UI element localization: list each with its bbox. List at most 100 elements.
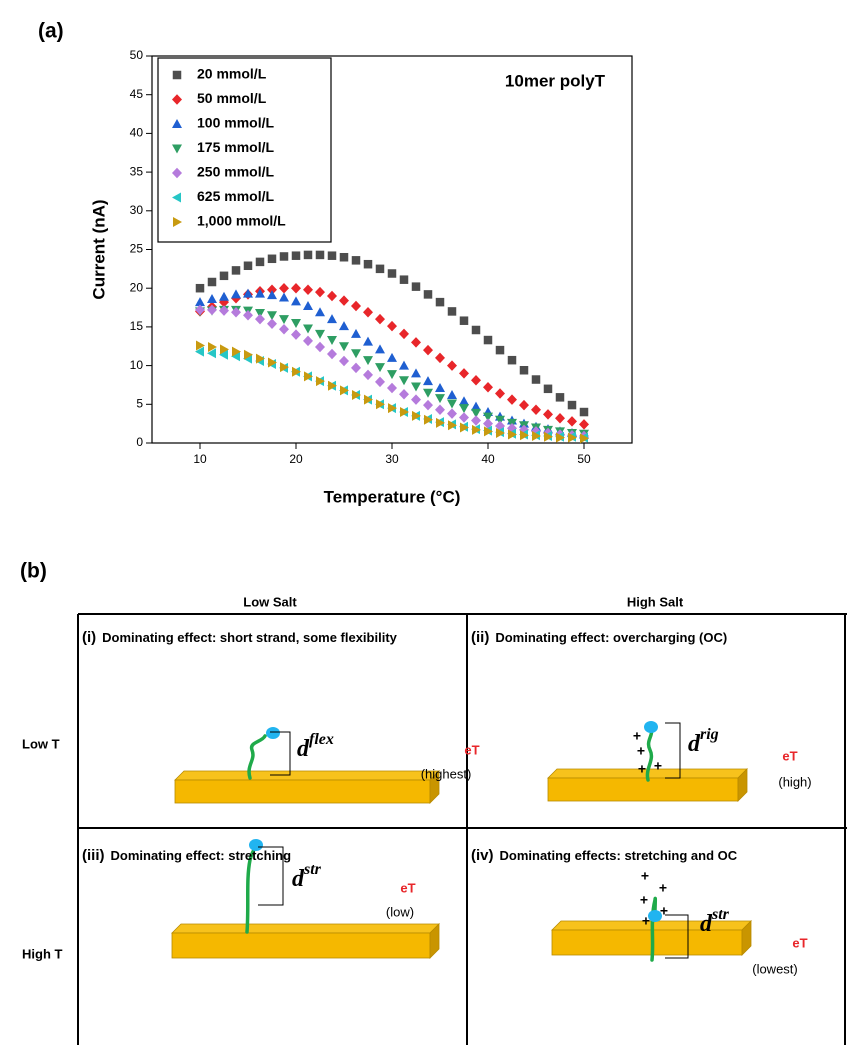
- y-tick-label: 25: [130, 242, 144, 256]
- marker: [363, 356, 373, 366]
- marker: [495, 415, 505, 425]
- legend-label: 100 mmol/L: [197, 115, 274, 131]
- marker: [267, 284, 277, 295]
- cell-text: Dominating effect: stretching: [110, 848, 292, 863]
- marker: [423, 290, 433, 299]
- marker: [195, 304, 205, 316]
- marker: [531, 375, 541, 384]
- marker: [460, 422, 469, 433]
- x-tick-label: 20: [289, 452, 303, 466]
- marker: [483, 382, 493, 393]
- distance-symbol: d: [297, 736, 310, 762]
- y-tick-label: 40: [130, 126, 144, 140]
- distance-label: dstr: [700, 906, 730, 937]
- x-tick-label: 40: [481, 452, 495, 466]
- marker: [351, 328, 361, 338]
- marker: [207, 348, 216, 359]
- marker: [315, 341, 325, 353]
- redox-label: [249, 839, 263, 851]
- marker: [435, 404, 445, 415]
- charge: +: [638, 761, 646, 777]
- y-tick-label: 0: [136, 435, 143, 449]
- marker: [195, 346, 204, 357]
- marker: [447, 399, 457, 409]
- marker: [411, 382, 421, 392]
- marker: [220, 344, 229, 355]
- marker: [519, 399, 529, 411]
- marker: [255, 257, 265, 267]
- marker: [399, 275, 409, 284]
- dna-strand: [645, 726, 654, 782]
- gold-slab-front: [174, 779, 431, 804]
- distance-label: dstr: [292, 861, 322, 892]
- charge: +: [640, 892, 648, 908]
- marker: [447, 307, 457, 316]
- marker: [255, 313, 265, 325]
- distance-label: drig: [688, 726, 719, 757]
- y-tick-label: 45: [130, 87, 144, 101]
- charge: +: [660, 903, 668, 919]
- marker: [316, 376, 325, 387]
- marker: [304, 371, 313, 382]
- marker: [471, 375, 481, 386]
- y-tick-label: 5: [136, 396, 143, 410]
- marker: [375, 313, 385, 325]
- marker: [483, 335, 493, 345]
- marker: [195, 297, 205, 307]
- marker: [207, 277, 217, 287]
- gold-slab-front: [547, 777, 739, 802]
- marker: [411, 394, 421, 405]
- column-header: Low Salt: [243, 594, 297, 609]
- marker: [363, 259, 373, 269]
- marker: [495, 345, 505, 355]
- marker: [459, 396, 469, 406]
- distance-symbol: d: [700, 911, 713, 937]
- marker: [543, 409, 553, 420]
- marker: [292, 366, 301, 377]
- marker: [351, 300, 361, 312]
- distance-bracket: [665, 722, 681, 779]
- marker: [315, 329, 325, 339]
- marker: [327, 348, 337, 360]
- marker: [303, 324, 313, 334]
- marker: [315, 286, 325, 298]
- marker: [303, 335, 313, 347]
- marker: [472, 424, 481, 435]
- marker: [351, 349, 361, 359]
- cell-title: (iv) Dominating effects: stretching and O…: [471, 846, 841, 866]
- marker: [387, 320, 397, 332]
- marker: [291, 282, 301, 294]
- marker: [376, 399, 385, 410]
- marker: [279, 315, 289, 325]
- et-label: eT: [400, 880, 415, 895]
- marker: [424, 414, 433, 425]
- marker: [303, 250, 313, 260]
- marker: [268, 357, 277, 368]
- marker: [280, 362, 289, 373]
- marker: [471, 415, 481, 426]
- marker: [388, 403, 397, 414]
- marker: [255, 288, 265, 298]
- cell-text: Dominating effects: stretching and OC: [499, 848, 738, 863]
- marker: [363, 306, 373, 318]
- row-header: High T: [22, 946, 62, 961]
- marker: [459, 404, 469, 414]
- marker: [244, 349, 253, 360]
- marker: [340, 385, 349, 396]
- marker: [435, 383, 445, 393]
- marker: [328, 380, 337, 391]
- marker: [423, 376, 433, 386]
- gold-slab-side: [737, 768, 748, 802]
- charge: +: [637, 743, 645, 759]
- marker: [172, 144, 182, 154]
- marker: [243, 261, 253, 271]
- marker: [484, 426, 493, 437]
- marker: [519, 365, 529, 375]
- distance-bracket: [258, 846, 284, 906]
- marker: [291, 329, 301, 340]
- gold-slab-side: [429, 770, 440, 804]
- et-label: eT: [782, 748, 797, 763]
- marker: [231, 306, 241, 318]
- distance-symbol: d: [688, 731, 701, 757]
